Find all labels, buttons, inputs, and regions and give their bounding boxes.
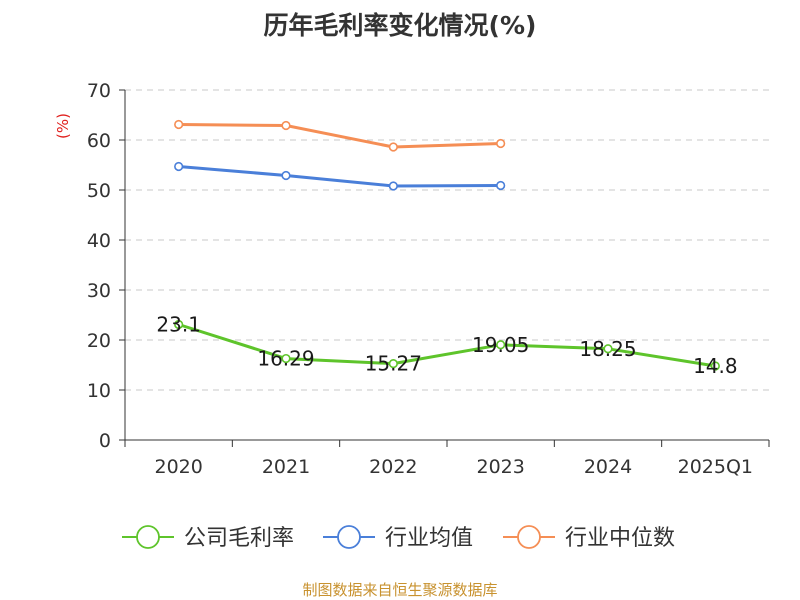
series-1-point-2021	[281, 170, 291, 181]
series-1-point-2022	[388, 181, 398, 191]
data-label-2022: 15.27	[365, 352, 422, 376]
x-tick-label-2021: 2021	[262, 456, 310, 478]
x-tick-label-2024: 2024	[584, 456, 632, 478]
series-0-point-2023	[496, 340, 506, 350]
series-2-point-2020	[174, 119, 184, 130]
series-1-point-2020	[174, 161, 184, 172]
legend-layer: 公司毛利率 行业均值 行业中位数	[122, 525, 675, 551]
series-line-0	[177, 323, 717, 368]
axis-layer: 0 10 20 30 40 50 60 70 2020 2021 2022 2023 2024 2025Q…	[54, 80, 770, 478]
series-2-point-2021	[281, 120, 291, 131]
x-tick-label-2020: 2020	[154, 456, 202, 478]
y-tick-label-60: 60	[87, 130, 111, 152]
y-tick-label-10: 10	[87, 380, 111, 402]
data-label-2025Q1: 14.8	[693, 354, 738, 378]
y-tick-label-40: 40	[87, 230, 111, 252]
grid-layer	[125, 89, 769, 391]
label-layer: 23.1 16.29 15.27 19.05 18.25 14.8	[156, 313, 737, 379]
legend-marker-2	[517, 525, 541, 549]
data-label-2020: 23.1	[156, 313, 201, 337]
series-0-point-2022	[388, 359, 398, 369]
x-tick-label-2022: 2022	[369, 456, 417, 478]
series-line-1	[177, 165, 503, 188]
source-note: 制图数据来自恒生聚源数据库	[302, 581, 498, 599]
x-tick-label-2023: 2023	[476, 456, 524, 478]
data-label-2023: 19.05	[472, 333, 529, 357]
y-axis-unit-label: (%)	[54, 113, 72, 139]
series-1-point-2023	[496, 180, 506, 191]
series-0-point-2024	[603, 344, 613, 354]
series-0-point-2021	[281, 353, 291, 364]
y-tick-label-30: 30	[87, 280, 111, 302]
series-2-point-2023	[496, 138, 506, 149]
y-tick-label-0: 0	[99, 430, 111, 452]
data-label-2021: 16.29	[257, 347, 314, 371]
legend-label-0[interactable]: 公司毛利率	[184, 526, 294, 551]
legend-marker-1	[337, 525, 361, 549]
y-tick-label-70: 70	[87, 80, 111, 102]
legend-marker-0	[136, 525, 160, 549]
series-line-2	[177, 123, 503, 149]
chart-title: 历年毛利率变化情况(%)	[263, 11, 537, 40]
legend-label-2[interactable]: 行业中位数	[565, 526, 675, 551]
y-tick-label-20: 20	[87, 330, 111, 352]
data-label-2024: 18.25	[579, 337, 636, 361]
x-tick-label-2025Q1: 2025Q1	[678, 456, 753, 478]
series-2-point-2022	[388, 142, 398, 152]
y-tick-label-50: 50	[87, 180, 111, 202]
series-0-point-2025Q1	[710, 361, 720, 371]
legend-label-1[interactable]: 行业均值	[385, 526, 473, 551]
series-layer	[174, 119, 720, 371]
series-0-point-2020	[174, 319, 184, 330]
